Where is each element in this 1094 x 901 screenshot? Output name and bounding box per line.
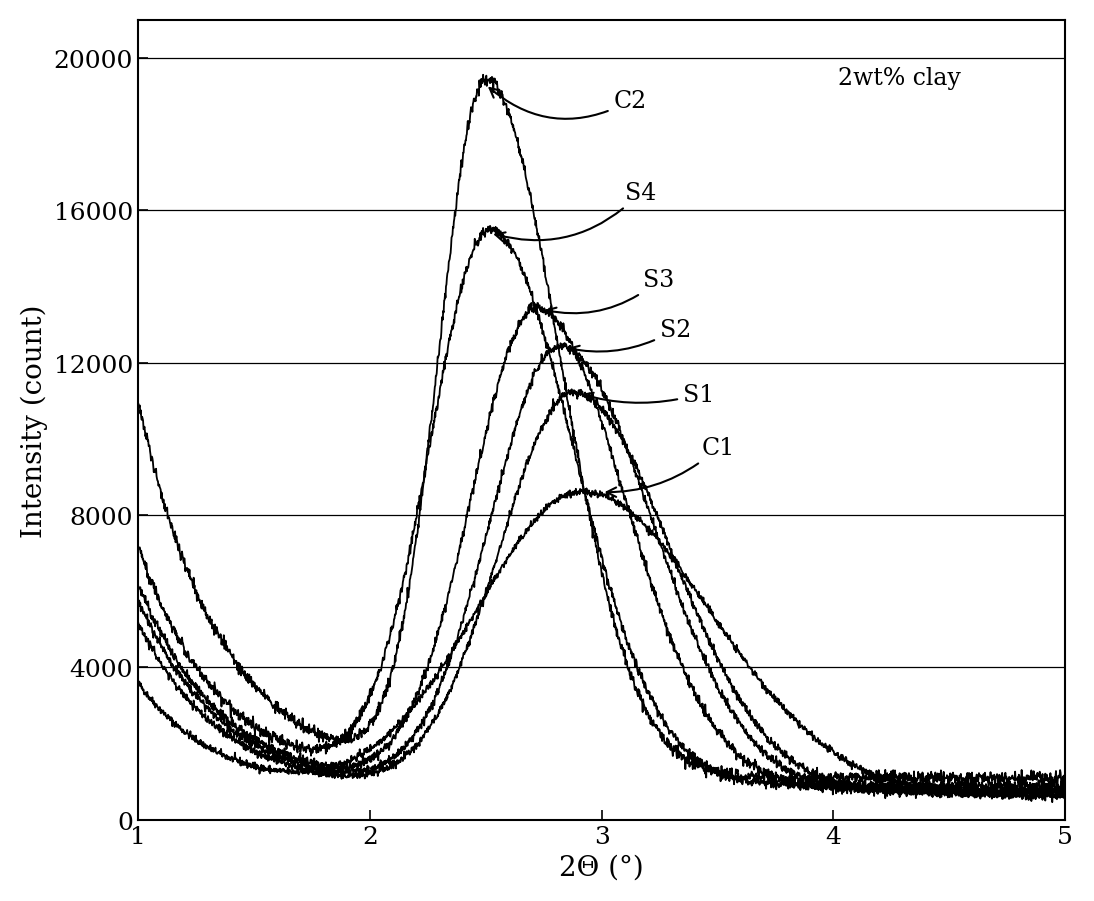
Text: 2wt% clay: 2wt% clay	[838, 67, 961, 89]
X-axis label: 2Θ (°): 2Θ (°)	[559, 853, 644, 880]
Text: C2: C2	[489, 89, 647, 120]
Y-axis label: Intensity (count): Intensity (count)	[21, 304, 48, 537]
Text: S1: S1	[583, 383, 714, 406]
Text: S2: S2	[570, 319, 691, 356]
Text: S4: S4	[496, 182, 656, 242]
Text: S3: S3	[546, 269, 675, 317]
Text: C1: C1	[607, 437, 734, 497]
